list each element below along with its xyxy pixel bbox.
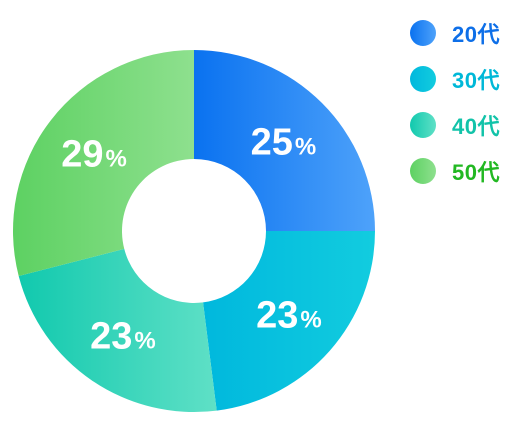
- legend-label-30s: 30代: [452, 68, 500, 93]
- donut-labels: 25% 23% 23% 29%: [61, 122, 321, 358]
- slice-value-label-30s: 23%: [256, 295, 322, 337]
- slice-value-label-50s: 29%: [61, 133, 127, 175]
- legend-item-50s[interactable]: 50代: [410, 148, 520, 194]
- legend-item-40s[interactable]: 40代: [410, 102, 520, 148]
- legend-swatch-40s: [410, 112, 436, 138]
- donut-slices: [12, 50, 375, 412]
- legend-swatch-20s: [410, 20, 436, 46]
- legend-item-20s[interactable]: 20代: [410, 10, 520, 56]
- donut-slice-40s[interactable]: [18, 248, 217, 412]
- legend-label-50s: 50代: [452, 160, 500, 185]
- legend-label-40s: 40代: [452, 114, 500, 139]
- legend-label-20s: 20代: [452, 22, 500, 47]
- legend-item-30s[interactable]: 30代: [410, 56, 520, 102]
- donut-slice-50s[interactable]: [12, 50, 195, 277]
- slice-value-label-20s: 25%: [251, 122, 317, 164]
- legend-swatch-50s: [410, 158, 436, 184]
- donut-slice-30s[interactable]: [203, 231, 375, 411]
- legend-swatch-30s: [410, 66, 436, 92]
- donut-slice-20s[interactable]: [194, 50, 375, 231]
- chart-legend: 20代 30代 40代 50代: [410, 10, 520, 194]
- slice-value-label-40s: 23%: [90, 316, 156, 358]
